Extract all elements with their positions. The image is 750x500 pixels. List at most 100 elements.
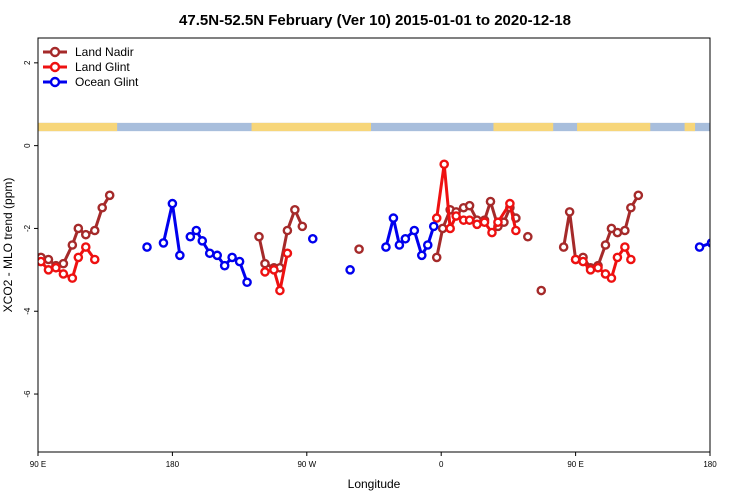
land-glint-point-9 <box>269 265 279 275</box>
land-nadir-point-1 <box>43 254 54 265</box>
y-tick-label-4: -6 <box>23 390 32 398</box>
ocean-glint-point-3 <box>175 250 185 261</box>
legend-marker-land-glint <box>49 61 61 73</box>
land-glint-point-8 <box>260 267 270 277</box>
land-glint-point-6 <box>80 242 91 252</box>
ocean-glint-point-8 <box>212 250 222 261</box>
land-glint-point-4 <box>67 273 78 283</box>
land-nadir-point-19 <box>437 223 448 234</box>
land-nadir-point-42 <box>620 225 630 236</box>
land-band-3 <box>577 122 651 132</box>
ocean-glint-point-19 <box>409 225 420 236</box>
land-nadir-point-26 <box>485 196 496 207</box>
ocean-glint-point-25 <box>714 200 721 207</box>
land-glint-point-12 <box>431 213 442 223</box>
ocean-glint-point-18 <box>400 233 411 244</box>
ocean-glint-point-21 <box>422 240 433 250</box>
x-tick-label-3: 0 <box>439 460 444 469</box>
ocean-glint-line-1 <box>161 202 182 256</box>
y-axis: 2 0 -2 -4 -6 <box>23 60 38 398</box>
land-glint-point-17 <box>464 215 475 225</box>
land-glint-point-30 <box>612 252 623 263</box>
land-glint-point-3 <box>58 269 69 279</box>
x-axis: 90 E 180 90 W 0 90 E 180 <box>30 452 717 469</box>
land-glint-point-20 <box>487 227 497 238</box>
land-glint-point-29 <box>606 273 617 283</box>
land-glint-point-13 <box>439 159 449 170</box>
ocean-glint-line-5 <box>384 216 436 257</box>
x-tick-label-0: 90 E <box>30 460 46 469</box>
land-nadir-point-16 <box>297 221 308 232</box>
ocean-glint-point-10 <box>227 252 237 263</box>
land-glint-point-31 <box>620 242 630 252</box>
land-glint-point-26 <box>585 265 596 275</box>
land-glint-point-14 <box>445 223 455 234</box>
land-band-1 <box>251 122 372 132</box>
land-glint-point-18 <box>472 219 482 230</box>
legend-marker-ocean-glint <box>49 76 61 88</box>
legend-marker-land-nadir <box>49 46 61 58</box>
land-nadir-point-8 <box>97 202 108 213</box>
land-nadir-point-23 <box>464 200 475 211</box>
land-nadir-point-3 <box>58 258 69 269</box>
land-nadir-point-17 <box>354 244 364 254</box>
ocean-band <box>38 122 710 132</box>
ocean-glint-point-17 <box>394 240 405 250</box>
ocean-glint-point-4 <box>185 231 196 242</box>
ocean-glint-point-12 <box>242 277 252 288</box>
land-nadir-point-7 <box>89 225 100 236</box>
land-glint-point-10 <box>275 285 285 296</box>
ocean-glint-point-20 <box>416 250 427 261</box>
series-ocean-glint <box>142 198 721 288</box>
series-land-nadir <box>38 190 644 296</box>
x-tick-label-2: 90 W <box>297 460 316 469</box>
ocean-glint-point-9 <box>219 260 230 271</box>
land-glint-point-0 <box>38 256 46 267</box>
land-glint-point-21 <box>493 217 503 228</box>
land-nadir-point-32 <box>536 285 547 296</box>
land-glint-point-25 <box>578 256 588 267</box>
x-axis-label: Longitude <box>348 477 401 491</box>
ocean-glint-point-0 <box>142 242 152 252</box>
land-nadir-point-4 <box>67 240 78 250</box>
series-layer <box>38 159 721 296</box>
land-ocean-strip <box>38 122 710 132</box>
land-nadir-point-5 <box>73 223 84 234</box>
land-nadir-point-34 <box>564 207 575 217</box>
ocean-glint-point-15 <box>381 242 391 252</box>
land-glint-point-5 <box>73 252 84 263</box>
land-nadir-point-14 <box>282 225 293 236</box>
land-glint-point-23 <box>511 225 521 236</box>
land-glint-point-11 <box>282 248 293 259</box>
land-band-2 <box>493 122 554 132</box>
ocean-glint-point-22 <box>428 221 439 232</box>
land-glint-point-1 <box>43 265 54 275</box>
ocean-glint-point-7 <box>204 248 215 259</box>
land-glint-point-22 <box>505 198 515 209</box>
land-nadir-point-39 <box>600 240 611 250</box>
land-glint-point-27 <box>593 262 603 273</box>
chart-title: 47.5N-52.5N February (Ver 10) 2015-01-01… <box>179 12 571 29</box>
ocean-glint-point-16 <box>388 213 399 223</box>
land-nadir-point-33 <box>558 242 569 252</box>
ocean-glint-point-5 <box>191 225 202 236</box>
ocean-glint-point-6 <box>197 236 208 246</box>
land-nadir-point-9 <box>104 190 115 201</box>
land-nadir-line-0 <box>40 194 111 268</box>
ocean-glint-point-14 <box>345 265 355 275</box>
land-nadir-point-10 <box>254 231 264 242</box>
land-glint-point-15 <box>451 211 461 221</box>
x-tick-label-4: 90 E <box>567 460 583 469</box>
x-tick-label-5: 180 <box>703 460 717 469</box>
land-glint-point-19 <box>479 217 490 228</box>
land-nadir-point-15 <box>290 205 300 215</box>
legend-label-land-nadir: Land Nadir <box>75 45 134 59</box>
y-tick-label-2: -2 <box>23 224 32 232</box>
ocean-glint-point-23 <box>694 242 705 252</box>
y-axis-label: XCO2 - MLO trend (ppm) <box>1 178 15 313</box>
land-nadir-point-43 <box>626 202 636 213</box>
land-glint-point-24 <box>570 254 581 265</box>
legend-label-land-glint: Land Glint <box>75 60 130 74</box>
